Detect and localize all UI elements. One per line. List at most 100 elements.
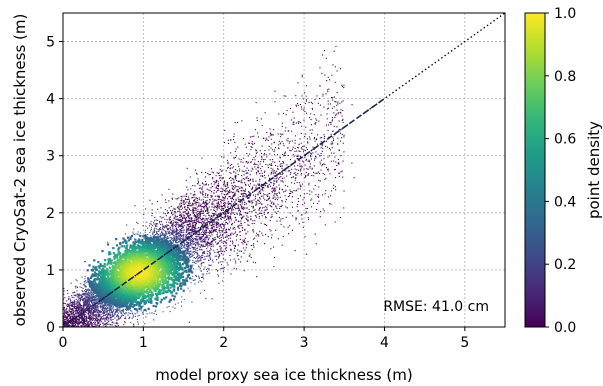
data-point <box>197 233 199 235</box>
data-point <box>115 311 117 313</box>
data-point <box>75 287 77 289</box>
data-point <box>233 212 235 214</box>
data-point <box>243 252 245 254</box>
data-point <box>142 311 144 313</box>
data-point <box>242 240 244 242</box>
data-point <box>171 234 173 236</box>
data-point <box>199 217 201 219</box>
data-point <box>78 313 80 315</box>
data-point <box>251 147 253 149</box>
data-point <box>176 259 179 262</box>
data-point <box>88 309 90 311</box>
data-point <box>217 182 219 184</box>
data-point <box>259 173 261 175</box>
data-point <box>329 173 331 175</box>
data-point <box>113 304 116 307</box>
data-point <box>266 199 268 201</box>
data-point <box>243 192 245 194</box>
data-point <box>303 168 305 170</box>
data-point <box>248 200 250 202</box>
data-point <box>189 220 191 222</box>
data-point <box>90 286 93 289</box>
data-point <box>64 312 66 314</box>
data-point <box>268 196 270 198</box>
data-point <box>230 206 232 208</box>
data-point <box>186 275 190 278</box>
data-point <box>232 227 234 229</box>
data-point <box>213 203 215 205</box>
data-point <box>197 243 199 245</box>
data-point <box>233 199 235 201</box>
data-point <box>186 224 188 226</box>
data-point <box>156 280 159 283</box>
data-point <box>221 156 223 158</box>
data-point <box>207 210 209 212</box>
data-point <box>208 212 210 214</box>
data-point <box>230 176 232 178</box>
data-point <box>208 268 210 270</box>
data-point <box>112 265 115 268</box>
data-point <box>200 203 202 205</box>
data-point <box>90 315 92 317</box>
data-point <box>241 203 243 205</box>
data-point <box>262 195 264 197</box>
data-point <box>307 138 309 140</box>
data-point <box>180 246 182 248</box>
data-point <box>322 95 324 97</box>
data-point <box>309 138 311 140</box>
data-point <box>194 275 196 277</box>
data-point <box>224 205 226 207</box>
data-point <box>153 229 155 231</box>
data-point <box>188 216 190 218</box>
data-point <box>145 249 148 252</box>
data-point <box>190 214 192 216</box>
data-point <box>166 210 168 212</box>
data-point <box>282 153 284 155</box>
data-point <box>185 193 187 195</box>
data-point <box>101 305 103 307</box>
data-point <box>78 296 80 298</box>
data-point <box>201 245 203 247</box>
data-point <box>201 255 203 257</box>
data-point <box>183 223 185 225</box>
data-point <box>153 221 155 223</box>
data-point <box>96 306 98 308</box>
data-point <box>211 230 213 232</box>
data-point <box>181 234 183 236</box>
data-point <box>192 194 194 196</box>
data-point <box>313 114 315 116</box>
data-point <box>71 305 73 307</box>
data-point <box>222 210 224 212</box>
data-point <box>208 269 210 271</box>
data-point <box>79 322 81 324</box>
data-point <box>271 133 273 135</box>
data-point <box>264 153 266 155</box>
data-point <box>300 156 302 158</box>
data-point <box>195 225 197 227</box>
data-point <box>108 266 111 269</box>
data-point <box>176 236 178 238</box>
data-point <box>245 218 247 220</box>
data-point <box>208 238 210 240</box>
data-point <box>236 234 238 236</box>
data-point <box>294 168 296 170</box>
data-point <box>212 223 214 225</box>
data-point <box>76 280 78 282</box>
data-point <box>68 297 70 299</box>
data-point <box>209 256 211 258</box>
data-point <box>285 206 287 208</box>
data-point <box>162 233 164 235</box>
data-point <box>270 248 272 250</box>
data-point <box>229 259 231 261</box>
data-point <box>122 303 125 306</box>
data-point <box>209 223 211 225</box>
data-point <box>94 278 97 281</box>
data-point <box>215 182 217 184</box>
data-point <box>211 217 213 219</box>
data-point <box>125 318 127 320</box>
data-point <box>198 266 200 268</box>
data-point <box>112 312 114 314</box>
data-point <box>327 170 329 172</box>
data-point <box>307 173 309 175</box>
data-point <box>251 142 253 144</box>
